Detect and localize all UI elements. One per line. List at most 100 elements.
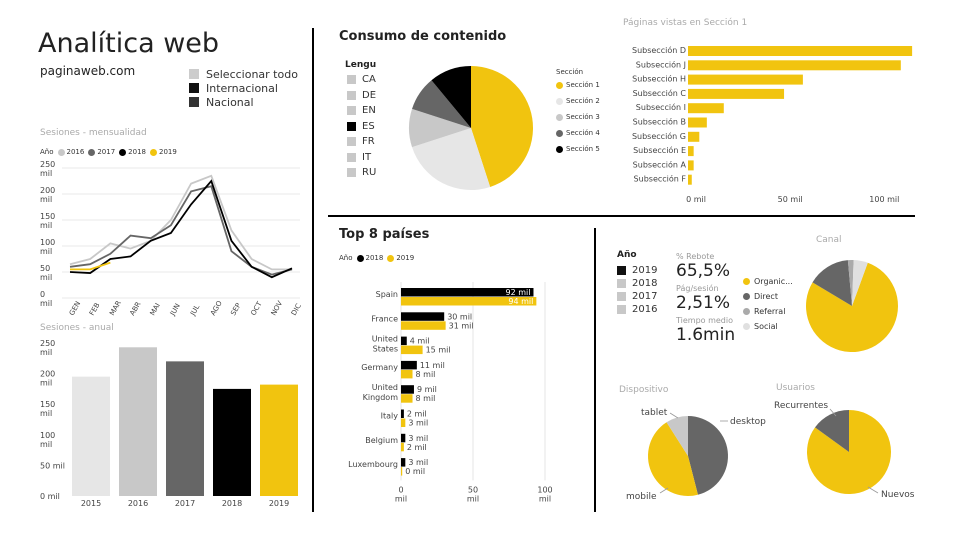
y-tick-label: 100: [40, 431, 55, 440]
leader-line: [669, 412, 679, 419]
series-line-2016: [69, 174, 292, 271]
section-label: Sección 5: [566, 145, 600, 153]
language-filter-item[interactable]: IT: [347, 150, 376, 166]
language-filter-item[interactable]: ES: [347, 119, 376, 135]
category-label: Subsección C: [633, 88, 687, 98]
section-legend-item[interactable]: Sección 1: [556, 81, 600, 89]
filter-label: Internacional: [206, 81, 278, 95]
language-filter-item[interactable]: FR: [347, 134, 376, 150]
y-tick-label: 100: [40, 238, 55, 247]
x-tick-label: 50 mil: [778, 195, 803, 204]
horizontal-divider: [328, 215, 915, 217]
channel-legend-item[interactable]: Referral: [743, 307, 793, 316]
x-tick-label: JUL: [188, 303, 201, 318]
filter-international[interactable]: Internacional: [189, 81, 298, 95]
content-slice-secci-n-2: [412, 128, 491, 190]
x-tick-label: SEP: [229, 302, 242, 317]
bar-2018-united-states: [401, 336, 407, 346]
leader-line: [659, 487, 669, 494]
country-label: Spain: [376, 290, 398, 299]
channel-legend-item[interactable]: Social: [743, 322, 793, 331]
bar-2018-spain: [401, 288, 534, 297]
bar-2019-luxembourg: [401, 467, 403, 476]
language-code: IT: [362, 151, 372, 163]
filter-select-all[interactable]: Seleccionar todo: [189, 67, 298, 81]
data-label: 2 mil: [407, 443, 427, 452]
channel-slice-referral: [847, 260, 854, 306]
checkbox-icon: [617, 279, 626, 288]
language-filter-item[interactable]: CA: [347, 72, 376, 88]
data-label: 3 mil: [408, 419, 428, 428]
content-slice-secci-n-4: [412, 80, 471, 128]
legend-dot-icon: [387, 254, 395, 262]
channel-pie-chart: [806, 260, 898, 352]
monthly-sessions-title: Sesiones - mensualidad: [40, 128, 147, 138]
channel-title: Canal: [816, 235, 842, 245]
section-legend-item[interactable]: Sección 2: [556, 97, 600, 105]
x-tick-label: 0 mil: [686, 195, 706, 204]
legend-dot-icon: [556, 129, 563, 137]
category-label: Subsección F: [634, 174, 687, 184]
year-label: 2018: [632, 278, 658, 289]
section-legend-item[interactable]: Sección 4: [556, 129, 600, 137]
section-legend-item[interactable]: Sección 3: [556, 113, 600, 121]
country-label: France: [371, 314, 398, 323]
content-slice-secci-n-5: [431, 66, 471, 128]
bar-subsección-f: [688, 174, 692, 185]
filter-national[interactable]: Nacional: [189, 95, 298, 109]
category-label: Subsección G: [632, 131, 686, 141]
category-label: Subsección E: [633, 145, 686, 155]
language-code: ES: [362, 120, 375, 132]
channel-legend-item[interactable]: Direct: [743, 292, 793, 301]
bounce-label: % Rebote: [676, 252, 715, 261]
pages-per-session-label: Pág/sesión: [676, 284, 719, 293]
x-tick-label: 2015: [81, 499, 101, 508]
countries-title: Top 8 países: [339, 227, 430, 242]
y-tick-label: 0: [40, 290, 45, 299]
legend-dot-icon: [743, 293, 750, 300]
language-filter-item[interactable]: EN: [347, 103, 376, 119]
language-filter-item[interactable]: DE: [347, 88, 376, 104]
legend-title: Año: [40, 148, 54, 156]
legend-dot-icon: [556, 113, 563, 121]
x-tick-label: mil: [467, 494, 479, 503]
legend-2019: 2019: [396, 254, 415, 262]
legend-dot-icon: [743, 323, 750, 330]
y-tick-label: 250: [40, 339, 55, 348]
avg-time-value: 1.6min: [676, 325, 736, 345]
section-legend-item[interactable]: Sección 5: [556, 145, 600, 153]
y-tick-label: mil: [40, 379, 52, 388]
category-label: Subsección I: [636, 102, 686, 112]
year-filter-item[interactable]: 2016: [617, 303, 657, 316]
region-filter: Seleccionar todo Internacional Nacional: [189, 67, 298, 109]
country-label: Germany: [361, 363, 398, 372]
x-tick-label: OCT: [249, 300, 264, 317]
data-label: 0 mil: [405, 467, 425, 476]
bar-2018-germany: [401, 360, 417, 370]
bar-2019-france: [401, 321, 446, 330]
year-filter-item[interactable]: 2019: [617, 264, 657, 277]
category-label: Subsección J: [636, 59, 686, 69]
users-pie-chart: Nuevos Recurrentes: [774, 401, 915, 500]
users-label-recurrentes: Recurrentes: [774, 401, 828, 411]
language-filter-item[interactable]: RU: [347, 165, 376, 181]
x-tick-label: 2016: [128, 499, 148, 508]
x-tick-label: 2017: [175, 499, 195, 508]
y-tick-label: mil: [40, 273, 52, 282]
leader-line: [867, 486, 879, 494]
x-tick-label: mil: [539, 494, 551, 503]
year-filter-item[interactable]: 2018: [617, 277, 657, 290]
x-tick-label: 100 mil: [869, 195, 899, 204]
legend-2018: 2018: [128, 148, 146, 156]
channel-legend-item[interactable]: Organic...: [743, 277, 793, 286]
legend-dot-icon: [119, 148, 127, 156]
series-line-2018: [69, 179, 293, 279]
legend-dot-icon: [150, 148, 157, 156]
year-filter-item[interactable]: 2017: [617, 290, 657, 303]
content-pie-chart: [409, 66, 533, 190]
bar-2018-united-kingdom: [401, 385, 414, 394]
channel-legend: Organic... Direct Referral Social: [743, 277, 793, 337]
legend-dot-icon: [743, 278, 750, 285]
section-label: Sección 1: [566, 81, 600, 89]
